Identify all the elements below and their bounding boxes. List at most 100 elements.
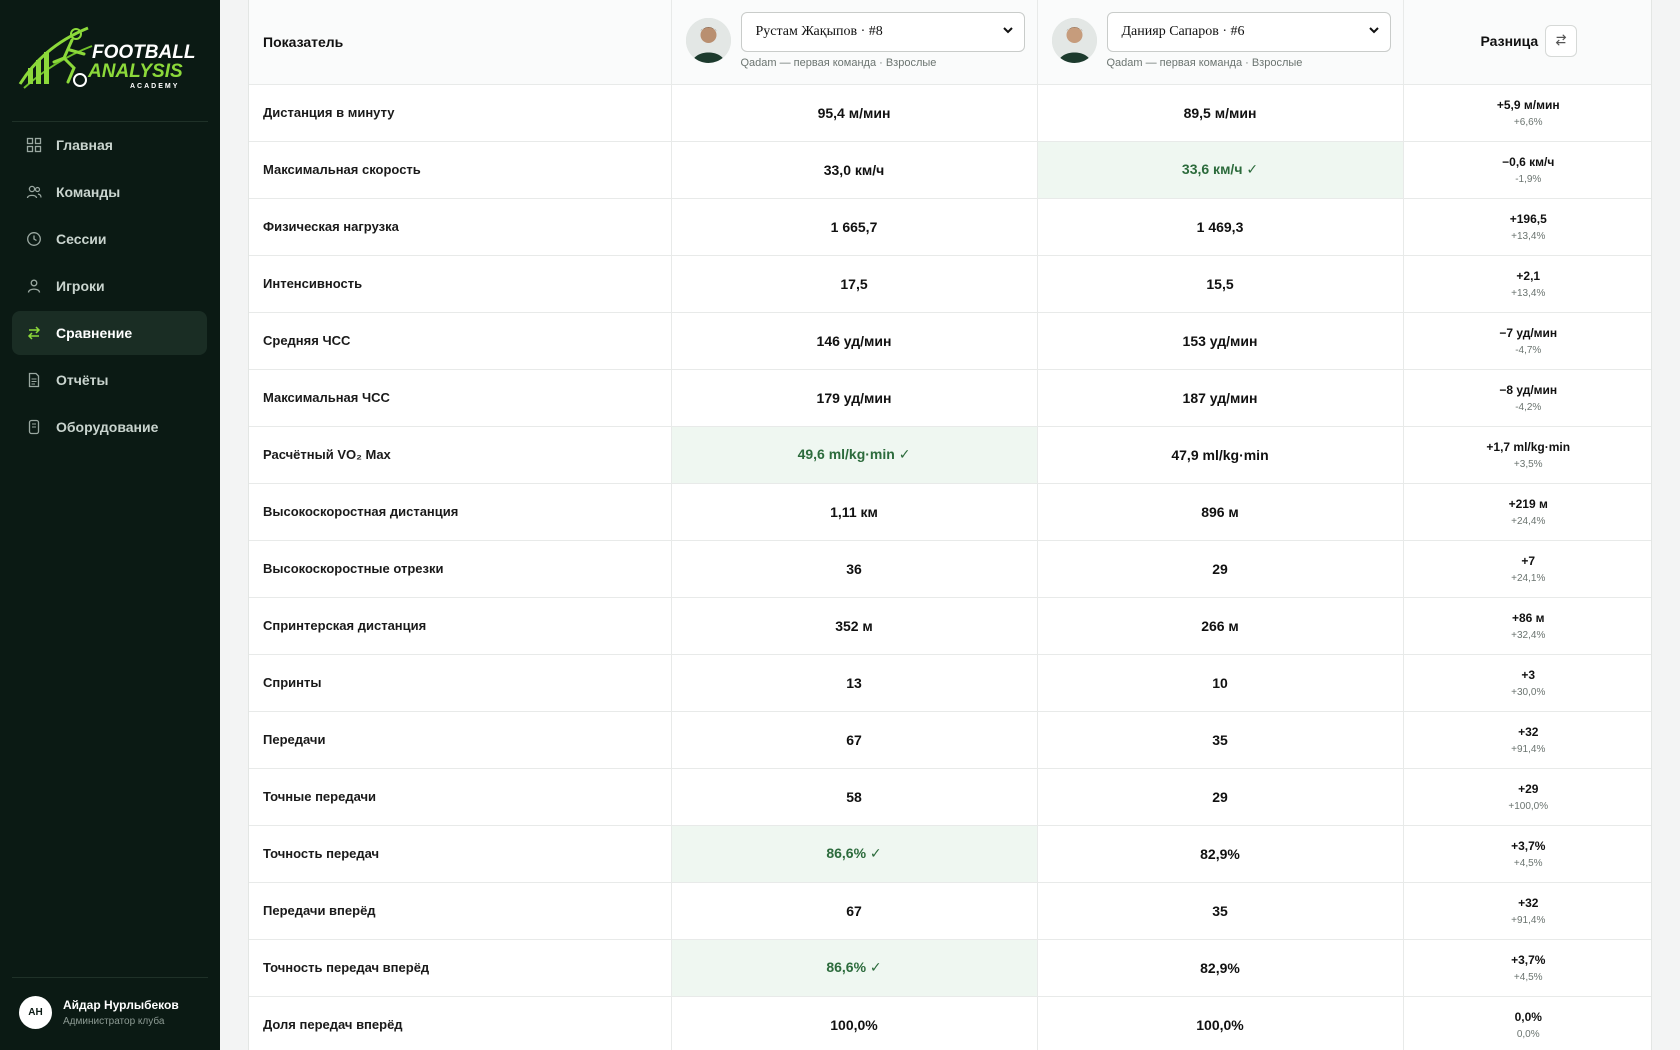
diff-percent: +24,1% <box>1511 572 1546 584</box>
diff-cell: +86 м +32,4% <box>1403 597 1651 655</box>
player-a-value: 17,5 <box>671 255 1038 313</box>
diff-percent: +30,0% <box>1511 686 1546 698</box>
swap-icon <box>26 325 42 341</box>
metric-name: Доля передач вперёд <box>249 996 672 1050</box>
diff-percent: +32,4% <box>1511 629 1546 641</box>
column-header-player-a: Рустам Жақыпов · #8 Qadam — первая коман… <box>671 0 1038 85</box>
diff-cell: 0,0% 0,0% <box>1403 996 1651 1050</box>
player-a-value: 49,6 ml/kg·min ✓ <box>671 426 1038 484</box>
player-b-value: 35 <box>1037 711 1404 769</box>
metric-name: Физическая нагрузка <box>249 198 672 256</box>
sidebar-divider <box>12 977 208 978</box>
chevron-down-icon <box>1002 24 1014 41</box>
logo-graphic: FOOTBALL ANALYSIS ACADEMY <box>18 26 195 90</box>
player-b-select[interactable]: Данияр Сапаров · #6 <box>1106 12 1391 52</box>
sidebar-item-comparison[interactable]: Сравнение <box>12 311 207 355</box>
table-header-row: Показатель Рустам Жақыпов · #8 Qadam — п… <box>249 0 1651 85</box>
swap-players-button[interactable] <box>1544 25 1577 57</box>
diff-value: 0,0% <box>1514 1009 1542 1024</box>
diff-cell: +5,9 м/мин +6,6% <box>1403 84 1651 142</box>
player-b-value: 29 <box>1037 540 1404 598</box>
diff-cell: +196,5 +13,4% <box>1403 198 1651 256</box>
sidebar-divider <box>12 121 208 122</box>
player-a-value: 146 уд/мин <box>671 312 1038 370</box>
table-row: Интенсивность 17,5 15,5 +2,1 +13,4% <box>249 255 1651 313</box>
sidebar-item-reports[interactable]: Отчёты <box>12 358 207 402</box>
diff-value: +1,7 ml/kg·min <box>1486 439 1571 454</box>
player-b-value: 10 <box>1037 654 1404 712</box>
comparison-table: Показатель Рустам Жақыпов · #8 Qadam — п… <box>249 0 1651 1050</box>
table-row: Высокоскоростные отрезки 36 29 +7 +24,1% <box>249 540 1651 598</box>
diff-label: Разница <box>1480 33 1539 49</box>
sidebar-item-sessions[interactable]: Сессии <box>12 217 207 261</box>
column-header-diff: Разница <box>1403 0 1651 85</box>
player-b-value: 82,9% <box>1037 825 1404 883</box>
diff-percent: -4,2% <box>1515 401 1542 413</box>
diff-value: +3 <box>1521 667 1536 682</box>
table-row: Средняя ЧСС 146 уд/мин 153 уд/мин −7 уд/мин… <box>249 312 1651 370</box>
diff-cell: −8 уд/мин -4,2% <box>1403 369 1651 427</box>
metric-name: Точные передачи <box>249 768 672 826</box>
sidebar-item-players[interactable]: Игроки <box>12 264 207 308</box>
table-row: Максимальная ЧСС 179 уд/мин 187 уд/мин −8 у… <box>249 369 1651 427</box>
comparison-card: Показатель Рустам Жақыпов · #8 Qadam — п… <box>248 0 1652 1050</box>
table-row: Максимальная скорость 33,0 км/ч 33,6 км/ч … <box>249 141 1651 199</box>
logo-line1: FOOTBALL <box>92 42 195 63</box>
diff-percent: +13,4% <box>1511 287 1546 299</box>
diff-percent: +4,5% <box>1513 857 1543 869</box>
academy-logo[interactable]: FOOTBALL ANALYSIS ACADEMY <box>14 22 206 96</box>
diff-value: −0,6 км/ч <box>1502 154 1555 169</box>
users-icon <box>26 184 42 200</box>
player-a-select[interactable]: Рустам Жақыпов · #8 <box>740 12 1025 52</box>
sidebar: FOOTBALL ANALYSIS ACADEMY Главная Команд… <box>0 0 220 1050</box>
player-a-team: Qadam — первая команда · Взрослые <box>740 57 937 69</box>
player-b-value: 89,5 м/мин <box>1037 84 1404 142</box>
player-a-value: 1 665,7 <box>671 198 1038 256</box>
metric-name: Дистанция в минуту <box>249 84 672 142</box>
diff-cell: +3 +30,0% <box>1403 654 1651 712</box>
diff-cell: −7 уд/мин -4,7% <box>1403 312 1651 370</box>
sidebar-item-label: Сравнение <box>56 325 133 341</box>
diff-cell: +3,7% +4,5% <box>1403 825 1651 883</box>
sidebar-item-equipment[interactable]: Оборудование <box>12 405 207 449</box>
player-b-value: 82,9% <box>1037 939 1404 997</box>
table-row: Передачи 67 35 +32 +91,4% <box>249 711 1651 769</box>
diff-percent: 0,0% <box>1516 1028 1540 1040</box>
column-header-metric: Показатель <box>249 0 672 85</box>
user-profile[interactable]: АН Айдар Нурлыбеков Администратор клуба <box>19 996 179 1029</box>
table-row: Дистанция в минуту 95,4 м/мин 89,5 м/мин +5… <box>249 84 1651 142</box>
diff-value: +29 <box>1518 781 1539 796</box>
diff-cell: +32 +91,4% <box>1403 882 1651 940</box>
metric-name: Спринты <box>249 654 672 712</box>
player-b-value: 29 <box>1037 768 1404 826</box>
sidebar-nav: Главная Команды Сессии Игроки Сравнение <box>12 123 207 452</box>
player-a-value: 179 уд/мин <box>671 369 1038 427</box>
player-b-value: 1 469,3 <box>1037 198 1404 256</box>
diff-value: −8 уд/мин <box>1499 382 1558 397</box>
player-a-value: 36 <box>671 540 1038 598</box>
clock-icon <box>26 231 42 247</box>
diff-value: +86 м <box>1511 610 1545 625</box>
chevron-down-icon <box>1368 24 1380 41</box>
player-a-value: 86,6% ✓ <box>671 939 1038 997</box>
metric-name: Спринтерская дистанция <box>249 597 672 655</box>
player-a-avatar <box>685 18 731 63</box>
diff-value: +196,5 <box>1509 211 1547 226</box>
sidebar-item-teams[interactable]: Команды <box>12 170 207 214</box>
table-row: Высокоскоростная дистанция 1,11 км 896 м +2… <box>249 483 1651 541</box>
player-b-value: 35 <box>1037 882 1404 940</box>
diff-value: +32 <box>1518 724 1539 739</box>
player-b-selected: Данияр Сапаров · #6 <box>1121 24 1245 39</box>
sidebar-item-home[interactable]: Главная <box>12 123 207 167</box>
player-a-value: 13 <box>671 654 1038 712</box>
user-icon <box>26 278 42 294</box>
player-a-selected: Рустам Жақыпов · #8 <box>755 24 883 39</box>
user-role: Администратор клуба <box>63 1016 165 1027</box>
logo-line3: ACADEMY <box>130 83 179 90</box>
player-a-value: 58 <box>671 768 1038 826</box>
diff-value: +3,7% <box>1511 952 1546 967</box>
sidebar-item-label: Оборудование <box>56 419 159 435</box>
table-row: Доля передач вперёд 100,0% 100,0% 0,0% 0,0% <box>249 996 1651 1050</box>
metric-name: Средняя ЧСС <box>249 312 672 370</box>
metric-name: Максимальная ЧСС <box>249 369 672 427</box>
